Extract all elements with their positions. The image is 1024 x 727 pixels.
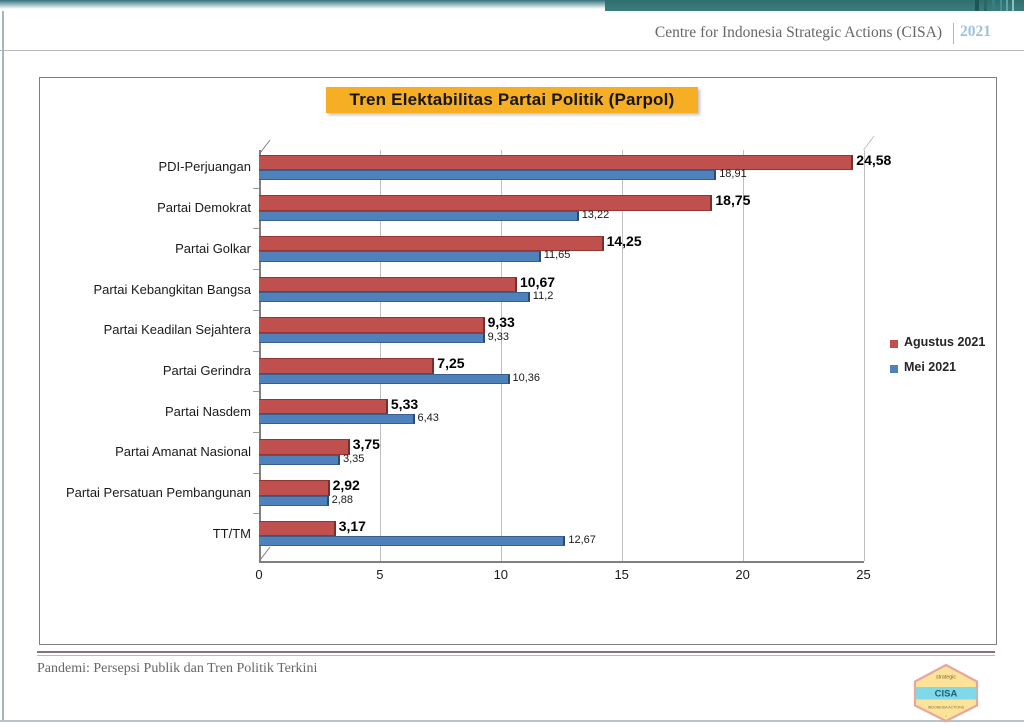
svg-text:CISA: CISA	[935, 688, 958, 699]
svg-text:strategic: strategic	[936, 675, 956, 681]
svg-text:INDONESIA ACTIONS: INDONESIA ACTIONS	[928, 706, 965, 710]
